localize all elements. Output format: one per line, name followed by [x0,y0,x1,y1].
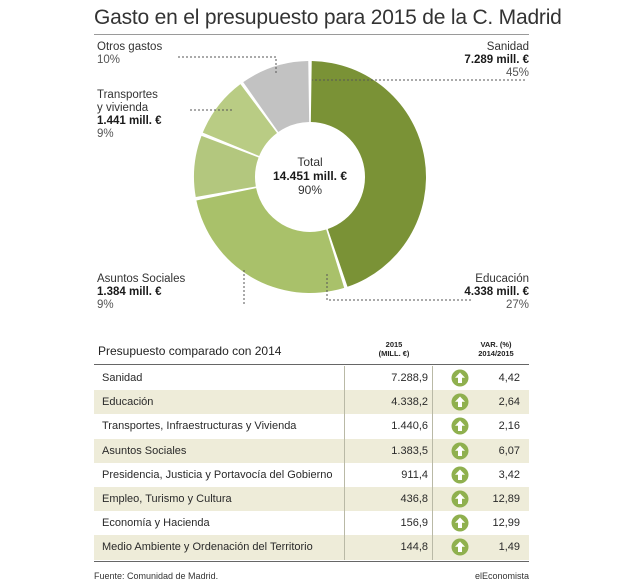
table-row: Presidencia, Justicia y Portavocía del G… [94,462,529,487]
row-category: Economía y Hacienda [102,517,210,530]
brand-label: elEconomista [474,571,529,581]
row-value-2015: 911,4 [401,468,428,481]
slice-transportes [202,84,278,156]
up-arrow-icon [451,442,469,460]
row-category: Transportes, Infraestructuras y Vivienda [102,420,297,433]
slice-name-sanidad: Sanidad [486,41,529,53]
slice-percent-sanidad: 45% [505,67,529,79]
row-variation: 12,99 [492,517,520,530]
row-value-cell: 1.440,6 [344,414,433,439]
table-bottom-rule [94,561,529,562]
row-value-2015: 4.338,2 [391,396,428,409]
row-category: Educación [102,396,154,409]
slice-otros-gastos [243,61,310,133]
label-educacion: Educación 4.338 mill. € 27% [464,273,529,312]
label-asuntos-sociales: Asuntos Sociales 1.384 mill. € 9% [97,273,185,312]
column-header-var: VAR. (%) 2014/2015 [466,340,526,358]
column-header-2015: 2015 (MILL. €) [370,340,418,358]
table-title: Presupuesto comparado con 2014 [98,344,282,358]
row-category: Empleo, Turismo y Cultura [102,492,232,505]
row-value-2015: 436,8 [400,492,428,505]
table-row: Transportes, Infraestructuras y Vivienda… [94,414,529,439]
slice-amount-transportes: 1.441 mill. € [97,115,162,127]
up-arrow-icon [451,417,469,435]
row-variation: 2,16 [498,420,520,433]
slice-percent-educacion: 27% [505,299,529,311]
row-value-2015: 1.383,5 [391,444,428,457]
row-value-cell: 436,8 [344,486,433,512]
up-arrow-icon [451,490,469,508]
slice-percent-transportes: 9% [97,128,114,140]
label-otros-gastos: Otros gastos 10% [97,41,162,67]
center-total-label: Total [297,155,323,169]
slice-sanidad [310,61,426,287]
row-value-2015: 156,9 [400,517,428,530]
up-arrow-icon [451,538,469,556]
center-total-percent: 90% [297,183,323,197]
row-value-2015: 1.440,6 [391,420,428,433]
table-top-rule [94,364,529,365]
donut-chart [178,56,525,304]
table-row: Economía y Hacienda 156,9 12,99 [94,511,529,536]
row-category: Presidencia, Justicia y Portavocía del G… [102,468,333,481]
page-title: Gasto en el presupuesto para 2015 de la … [94,6,562,29]
row-value-cell: 911,4 [344,462,433,487]
slice-name-asuntos: Asuntos Sociales [97,273,186,285]
column-header-2015-line2: (MILL. €) [378,349,410,358]
center-total-amount: 14.451 mill. € [272,169,348,183]
slice-percent-otros: 10% [97,54,121,66]
column-header-var-line2: 2014/2015 [478,349,514,358]
table-row: Asuntos Sociales 1.383,5 6,07 [94,438,529,463]
up-arrow-icon [451,514,469,532]
label-sanidad: Sanidad 7.289 mill. € 45% [464,41,529,80]
row-variation: 6,07 [498,444,520,457]
slice-amount-sanidad: 7.289 mill. € [464,54,529,66]
row-value-cell: 144,8 [344,535,433,560]
up-arrow-icon [451,369,469,387]
budget-table: Sanidad 7.288,9 4,42 Educación 4.338,2 2,64 Tr… [94,366,529,560]
up-arrow-icon [451,393,469,411]
slice-asuntos-sociales [194,135,259,198]
row-value-cell: 7.288,9 [344,366,433,391]
leader-lines [178,56,525,304]
row-variation: 2,64 [498,396,520,409]
slice-percent-asuntos: 9% [97,299,114,311]
row-value-cell: 156,9 [344,511,433,536]
slice-name-otros: Otros gastos [97,41,163,53]
row-value-2015: 7.288,9 [391,372,428,384]
up-arrow-icon [451,466,469,484]
donut-center-label: Total 14.451 mill. € 90% [240,155,380,197]
row-value-cell: 4.338,2 [344,390,433,415]
row-category: Medio Ambiente y Ordenación del Territor… [102,541,313,554]
row-variation: 4,42 [498,372,520,384]
row-variation: 12,89 [492,492,520,505]
slice-amount-educacion: 4.338 mill. € [464,286,529,298]
table-row: Educación 4.338,2 2,64 [94,390,529,415]
slice-amount-asuntos: 1.384 mill. € [97,286,162,298]
table-row: Medio Ambiente y Ordenación del Territor… [94,535,529,560]
row-value-cell: 1.383,5 [344,438,433,463]
row-category: Asuntos Sociales [102,444,187,457]
row-value-2015: 144,8 [400,541,428,554]
source-note: Fuente: Comunidad de Madrid. [94,571,219,581]
row-category: Sanidad [102,372,143,384]
table-row: Sanidad 7.288,9 4,42 [94,366,529,391]
donut-slices [194,61,426,293]
leader-line-otros [178,56,277,75]
row-variation: 1,49 [498,541,520,554]
title-divider [94,34,529,35]
label-transportes: Transportes y vivienda 1.441 mill. € 9% [97,89,162,141]
row-variation: 3,42 [498,468,520,481]
column-header-2015-line1: 2015 [385,340,403,349]
table-row: Empleo, Turismo y Cultura 436,8 12,89 [94,486,529,512]
column-header-var-line1: VAR. (%) [480,340,512,349]
slice-name-transportes-line2: y vivienda [97,102,149,114]
slice-name-educacion: Educación [475,273,529,285]
leader-line-educacion [326,272,471,301]
slice-name-transportes-line1: Transportes [97,89,158,101]
slice-educacion [196,188,345,293]
